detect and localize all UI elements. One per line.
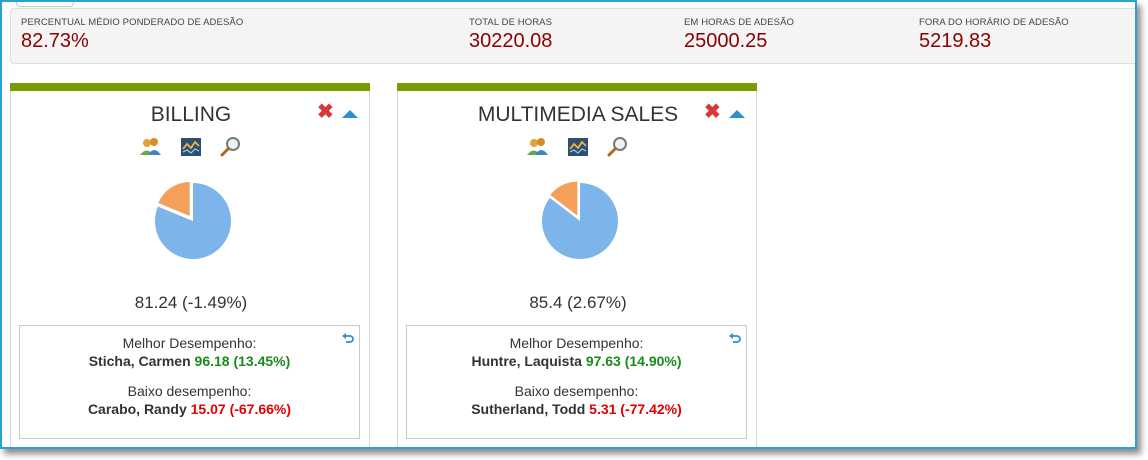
metric-value: 30220.08 [469,30,553,52]
pie-slice-adherent [155,183,231,259]
performance-panel: Melhor Desempenho: Sticha, Carmen 96.18 … [19,325,360,439]
people-icon[interactable] [139,135,163,159]
best-performer: Huntre, Laquista 97.63 (14.90%) [407,352,746,370]
low-performer-score: 15.07 (-67.66%) [190,401,292,417]
close-icon[interactable]: ✖ [317,101,334,123]
best-performer-score: 97.63 (14.90%) [585,353,682,369]
best-performance-label: Melhor Desempenho: [122,335,257,351]
low-performer-score: 5.31 (-77.42%) [589,401,682,417]
magnifier-icon[interactable] [606,135,630,159]
metric-value: 82.73% [21,30,89,52]
metric-label: EM HORAS DE ADESÃO [684,17,795,28]
metric-weighted-adherence: PERCENTUAL MÉDIO PONDERADO DE ADESÃO 82.… [21,17,243,53]
best-performer: Sticha, Carmen 96.18 (13.45%) [20,352,359,370]
trend-chart-icon[interactable] [566,135,590,159]
low-performance-label: Baixo desempenho: [127,383,252,399]
low-performance-label: Baixo desempenho: [514,383,639,399]
low-performer: Carabo, Randy 15.07 (-67.66%) [20,400,359,418]
card-title: MULTIMEDIA SALES [477,103,679,126]
pie-slice-non-adherent [158,182,190,217]
tab-stub[interactable] [16,2,74,7]
pie-slice-adherent [542,183,618,259]
best-performer-name: Huntre, Laquista [471,353,582,369]
metric-value: 5219.83 [919,30,992,52]
magnifier-icon[interactable] [219,135,243,159]
low-performer: Sutherland, Todd 5.31 (-77.42%) [407,400,746,418]
card-multimedia-sales: MULTIMEDIA SALES ✖ 85.4 (2.67%) [397,83,758,447]
adherence-pie-chart [542,181,618,259]
card-toolbar [11,135,371,161]
close-icon[interactable]: ✖ [704,101,721,123]
metric-label: TOTAL DE HORAS [469,17,553,28]
pie-slice-non-adherent [550,181,578,216]
undo-icon[interactable] [728,332,742,346]
card-accent-bar [397,83,757,91]
undo-icon[interactable] [341,332,355,346]
performance-panel: Melhor Desempenho: Huntre, Laquista 97.6… [406,325,747,439]
metric-value: 25000.25 [684,30,768,52]
low-performer-name: Sutherland, Todd [471,401,586,417]
card-toolbar [398,135,758,161]
trend-chart-icon[interactable] [179,135,203,159]
metric-label: FORA DO HORÁRIO DE ADESÃO [919,17,1069,28]
card-title: BILLING [150,103,232,126]
dashboard-frame: PERCENTUAL MÉDIO PONDERADO DE ADESÃO 82.… [0,0,1137,449]
metric-label: PERCENTUAL MÉDIO PONDERADO DE ADESÃO [21,17,244,28]
card-billing: BILLING ✖ 81.24 (-1.49%) [10,83,371,447]
adherence-score: 85.4 (2.67%) [529,293,627,312]
metric-adherence-hours: EM HORAS DE ADESÃO 25000.25 [684,17,794,53]
best-performer-score: 96.18 (13.45%) [194,353,291,369]
card-accent-bar [10,83,370,91]
best-performance-label: Melhor Desempenho: [509,335,644,351]
people-icon[interactable] [526,135,550,159]
best-performer-name: Sticha, Carmen [88,353,191,369]
metric-total-hours: TOTAL DE HORAS 30220.08 [469,17,552,53]
adherence-pie-chart [155,182,231,259]
metric-out-of-adherence: FORA DO HORÁRIO DE ADESÃO 5219.83 [919,17,1069,53]
collapse-up-icon[interactable] [728,109,746,119]
adherence-score: 81.24 (-1.49%) [134,293,248,312]
summary-bar: PERCENTUAL MÉDIO PONDERADO DE ADESÃO 82.… [10,8,1135,64]
low-performer-name: Carabo, Randy [87,401,187,417]
collapse-up-icon[interactable] [341,109,359,119]
